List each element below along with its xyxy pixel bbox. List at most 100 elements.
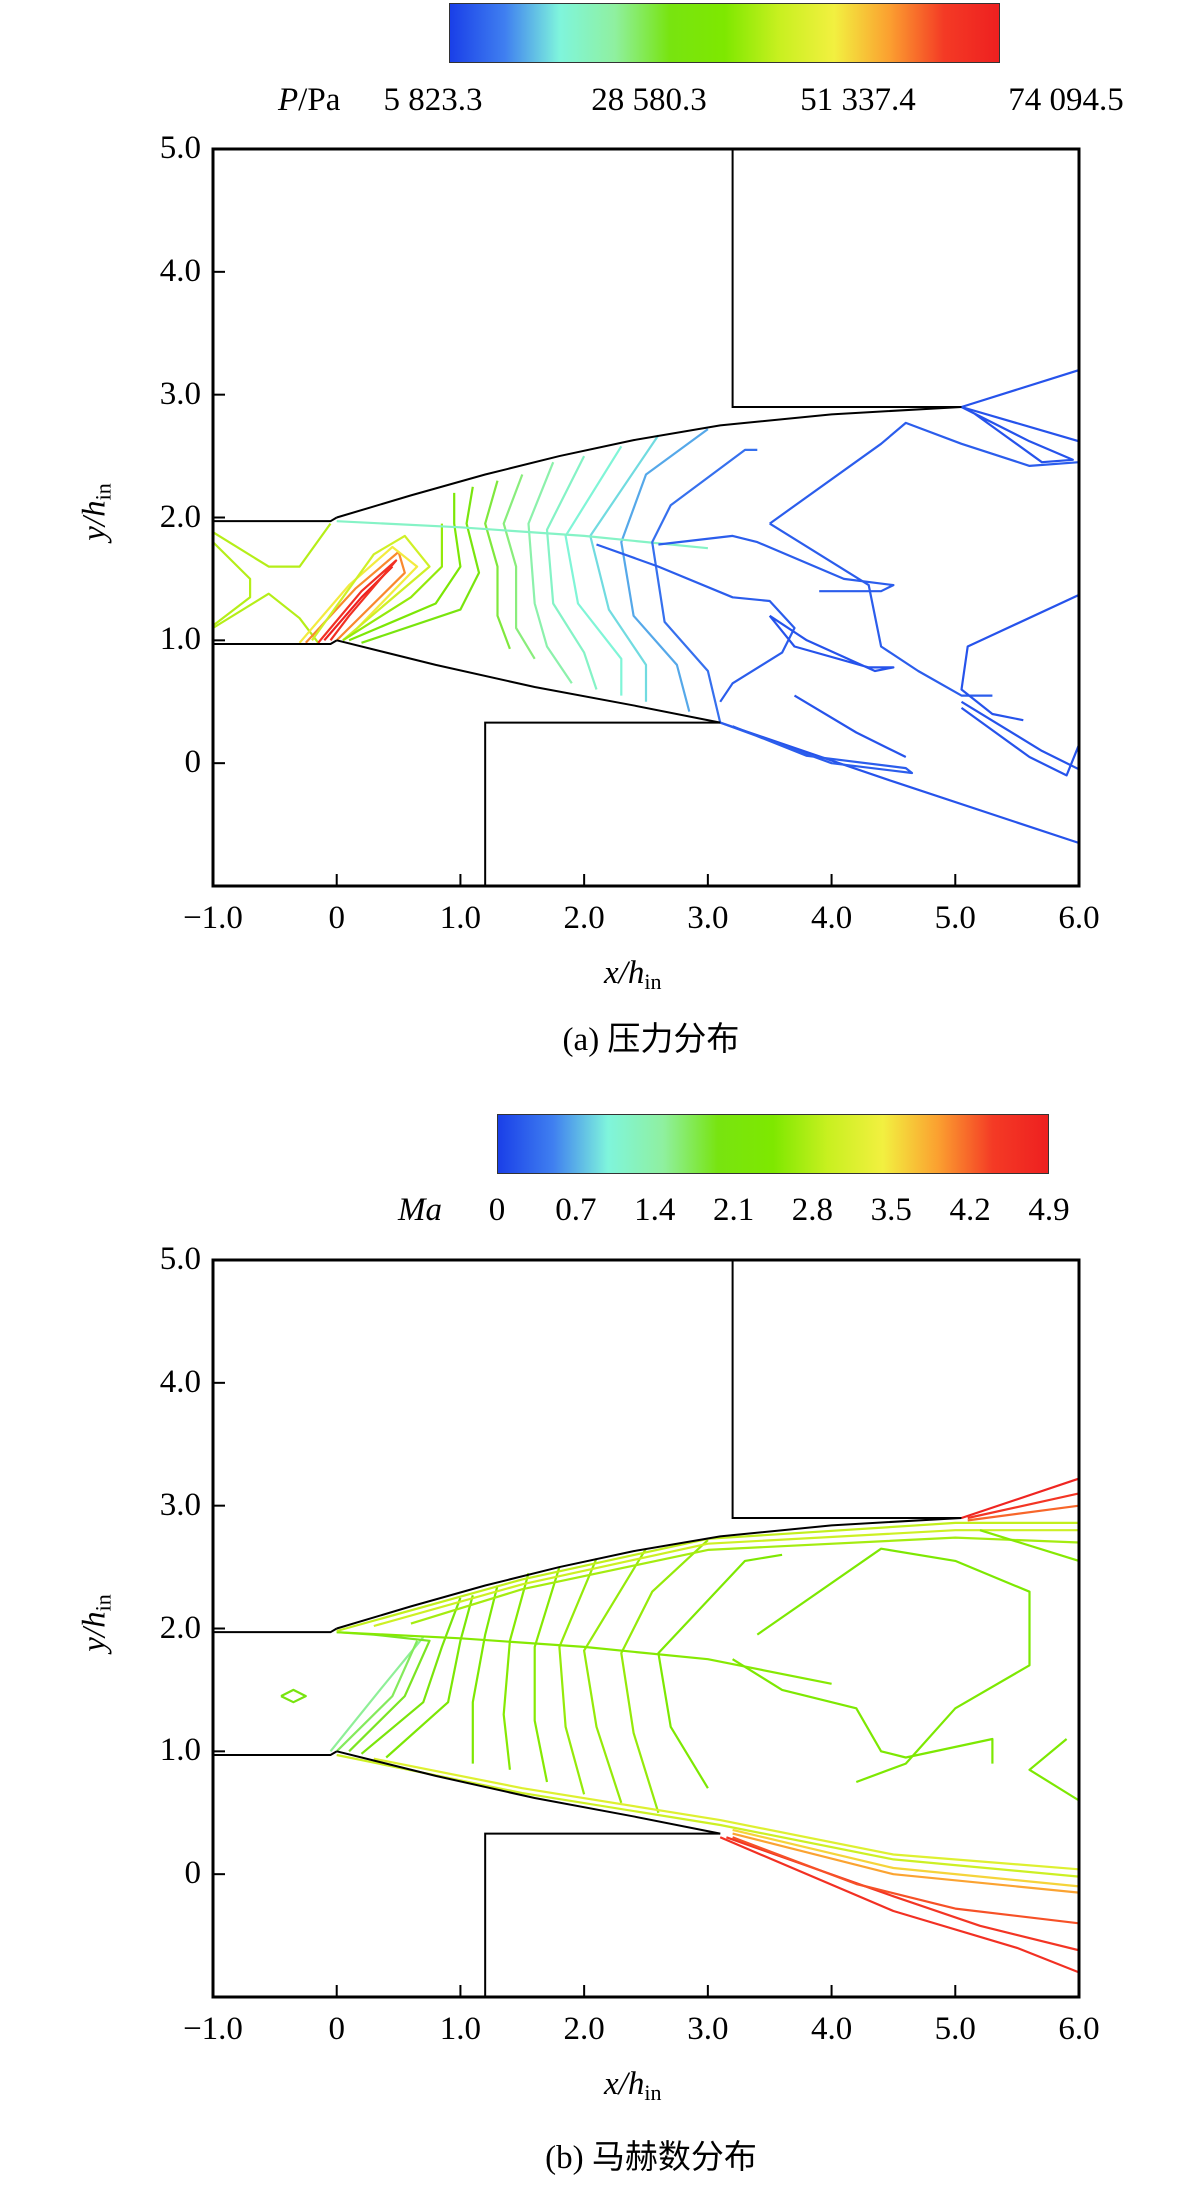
contour-line bbox=[960, 593, 1079, 722]
contour-line bbox=[213, 522, 332, 568]
y-tick-label: 3.0 bbox=[159, 375, 201, 412]
x-axis-label: x/hin bbox=[604, 955, 661, 995]
plot-frame bbox=[211, 147, 1081, 888]
contour-line bbox=[732, 1832, 1079, 1894]
contour-line bbox=[589, 434, 660, 702]
axis-variable: x bbox=[604, 2066, 619, 2102]
contour-line bbox=[658, 534, 895, 593]
contour-line bbox=[373, 1529, 1079, 1628]
y-tick-label: 4.0 bbox=[159, 252, 201, 289]
colorbar-title: Ma bbox=[398, 1192, 442, 1229]
contour-line bbox=[348, 492, 462, 642]
figure-caption: (b) 马赫数分布 bbox=[545, 2140, 757, 2176]
contour-line bbox=[651, 448, 758, 723]
y-tick-label: 0 bbox=[184, 744, 202, 781]
contour-line bbox=[335, 1640, 419, 1753]
x-tick-label: 3.0 bbox=[687, 900, 729, 936]
y-tick-label: 2.0 bbox=[159, 1609, 201, 1646]
contour-line bbox=[336, 1631, 431, 1753]
contour-line bbox=[342, 523, 443, 642]
x-tick-label: −1.0 bbox=[183, 900, 243, 936]
axis-separator: /h bbox=[76, 1610, 113, 1637]
contour-line bbox=[756, 1547, 1031, 1784]
contour-line bbox=[361, 486, 481, 644]
y-tick-label: 1.0 bbox=[159, 1732, 201, 1769]
colorbar bbox=[497, 1114, 1049, 1174]
contour-line bbox=[564, 445, 623, 696]
lower-flap bbox=[484, 721, 721, 886]
contour-line bbox=[620, 1539, 709, 1814]
y-tick-label: 2.0 bbox=[159, 498, 201, 535]
contour-line bbox=[961, 406, 1074, 464]
axis-separator: /h bbox=[76, 499, 113, 526]
lower-inlet-wall bbox=[213, 1750, 338, 1757]
colorbar-tick-label: 2.1 bbox=[712, 1192, 755, 1228]
y-tick-label: 5.0 bbox=[159, 1241, 201, 1277]
y-axis-label: y/hin bbox=[77, 1594, 117, 1651]
contour-line bbox=[732, 1658, 994, 1764]
upper-inlet-wall bbox=[213, 1627, 338, 1634]
contour-line bbox=[311, 534, 431, 642]
contour-line bbox=[502, 474, 536, 660]
contour-line bbox=[732, 1836, 1079, 1925]
colorbar-tick-label: 0.7 bbox=[555, 1192, 597, 1228]
y-tick-label: 0 bbox=[184, 1855, 202, 1892]
colorbar-tick-label: 28 580.3 bbox=[591, 82, 707, 118]
contour-line bbox=[596, 543, 796, 703]
y-tick-label: 5.0 bbox=[159, 130, 201, 166]
colorbar-tick-label: 2.8 bbox=[791, 1192, 834, 1228]
contour-line bbox=[719, 1836, 1079, 1974]
contour-line bbox=[280, 1688, 307, 1704]
contour-line bbox=[793, 694, 907, 758]
y-tick-label: 4.0 bbox=[159, 1363, 201, 1400]
contour-line bbox=[385, 1595, 474, 1759]
contour-line bbox=[960, 707, 1079, 777]
upper-cowl bbox=[731, 149, 962, 408]
contour-line bbox=[719, 721, 914, 775]
x-axis-label: x/hin bbox=[604, 2066, 661, 2106]
contour-line bbox=[582, 1548, 647, 1804]
contour-line bbox=[967, 1492, 1079, 1520]
contour-line bbox=[545, 455, 598, 690]
y-tick-label: 1.0 bbox=[159, 621, 201, 658]
axis-variable: y bbox=[76, 1636, 113, 1652]
colorbar-tick-label: 4.9 bbox=[1028, 1192, 1070, 1228]
figure-caption: (a) 压力分布 bbox=[562, 1022, 740, 1058]
lower-flap bbox=[484, 1832, 721, 1997]
contour-line bbox=[336, 520, 709, 550]
lower-nozzle-wall bbox=[336, 1750, 721, 1835]
y-axis-label: y/hin bbox=[77, 483, 117, 540]
x-tick-label: 1.0 bbox=[439, 2011, 482, 2047]
contour-line bbox=[298, 545, 419, 644]
axis-subscript: in bbox=[90, 1593, 116, 1611]
contour-line bbox=[502, 1572, 530, 1770]
x-tick-label: 0 bbox=[328, 2011, 345, 2047]
contour-plot bbox=[211, 1258, 1081, 1999]
lower-inlet-wall bbox=[213, 639, 338, 646]
colorbar-tick-label: 1.4 bbox=[634, 1192, 676, 1228]
x-tick-label: 2.0 bbox=[563, 900, 605, 936]
x-tick-label: 1.0 bbox=[439, 900, 482, 936]
x-tick-label: −1.0 bbox=[183, 2011, 243, 2047]
contour-line bbox=[657, 1553, 783, 1789]
contour-line bbox=[527, 461, 573, 684]
contour-line bbox=[961, 1477, 1079, 1520]
colorbar-variable: P bbox=[278, 82, 299, 118]
x-tick-label: 6.0 bbox=[1058, 900, 1100, 936]
contour-line bbox=[213, 541, 252, 627]
mach-panel: Ma 0 0.7 1.4 2.1 2.8 3.5 4.2 4.9 −1.0 0 1.0 2.0 3.0 4.… bbox=[0, 1100, 1181, 2180]
contour-line bbox=[317, 559, 398, 644]
x-tick-label: 4.0 bbox=[810, 900, 853, 936]
contour-line bbox=[329, 1636, 425, 1752]
contour-line bbox=[719, 721, 1079, 845]
contour-line bbox=[471, 1585, 499, 1764]
axis-subscript: in bbox=[90, 482, 116, 500]
contour-line bbox=[768, 614, 895, 673]
contour-line bbox=[769, 421, 1079, 525]
colorbar-variable: Ma bbox=[398, 1192, 442, 1228]
contour-line bbox=[484, 480, 511, 650]
axis-separator: /h bbox=[618, 955, 645, 991]
axis-separator: /h bbox=[618, 2066, 645, 2102]
contour-line bbox=[533, 1566, 561, 1783]
contour-plot bbox=[211, 147, 1081, 888]
